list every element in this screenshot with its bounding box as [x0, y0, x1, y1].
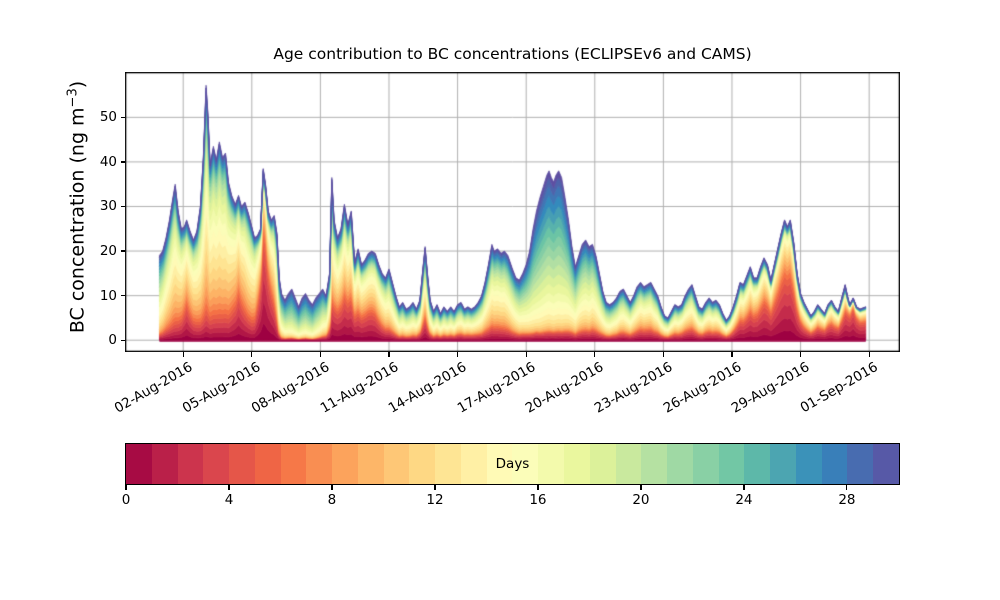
colorbar-segment [486, 444, 513, 484]
colorbar-segment [280, 444, 307, 484]
x-tick-mark [868, 352, 870, 357]
x-tick-mark [525, 352, 527, 357]
colorbar-segment [821, 444, 848, 484]
y-tick-mark [120, 161, 125, 163]
x-tick-mark [731, 352, 733, 357]
colorbar-tick-label: 0 [121, 492, 131, 508]
y-axis-label: BC concentration (ng m−3) [65, 81, 88, 333]
colorbar-segment [435, 444, 461, 484]
y-tick-label: 20 [99, 243, 117, 260]
colorbar-tick-mark [537, 485, 539, 490]
colorbar-segment [641, 444, 668, 484]
colorbar-tick-mark [640, 485, 642, 490]
colorbar-segment [744, 444, 771, 484]
colorbar-segment [615, 444, 642, 484]
colorbar-tick-label: 16 [529, 492, 547, 508]
colorbar-segment [667, 444, 693, 484]
y-tick-mark [120, 250, 125, 252]
chart-title: Age contribution to BC concentrations (E… [273, 45, 752, 63]
x-tick-mark [594, 352, 596, 357]
colorbar-segment [589, 444, 616, 484]
colorbar-segment [126, 444, 152, 484]
plot-area: 0 10 20 30 40 50 02-Aug-2016 05-Aug-2016 08-Aug… [100, 72, 900, 417]
colorbar-segment [692, 444, 719, 484]
colorbar-segment [795, 444, 822, 484]
colorbar-tick-label: 4 [224, 492, 234, 508]
colorbar-segment [538, 444, 565, 484]
colorbar-tick-mark [846, 485, 848, 490]
y-tick-label: 10 [99, 287, 117, 304]
colorbar-segment [460, 444, 487, 484]
colorbar-segment [254, 444, 281, 484]
colorbar-tick-mark [228, 485, 230, 490]
x-tick-label: 01-Sep-2016 [798, 359, 882, 417]
y-tick-label: 40 [99, 153, 117, 170]
y-tick-label: 50 [99, 109, 117, 126]
colorbar-segment [383, 444, 410, 484]
colorbar-segment [770, 444, 796, 484]
colorbar-label: Days [495, 456, 530, 472]
colorbar-tick-mark [434, 485, 436, 490]
y-tick-mark [120, 116, 125, 118]
colorbar-segment [229, 444, 255, 484]
colorbar-segment [409, 444, 436, 484]
colorbar-tick-label: 20 [632, 492, 650, 508]
colorbar-gradient [126, 444, 899, 484]
y-tick-mark [120, 295, 125, 297]
colorbar-segment [177, 444, 204, 484]
colorbar-segment [151, 444, 178, 484]
colorbar-tick-mark [125, 485, 127, 490]
colorbar-segment [306, 444, 333, 484]
colorbar: Days 0 4 8 12 16 20 24 28 [122, 443, 900, 508]
colorbar-tick-label: 12 [426, 492, 444, 508]
x-tick-mark [388, 352, 390, 357]
colorbar-segment [564, 444, 590, 484]
x-tick-mark [799, 352, 802, 357]
colorbar-segment [203, 444, 230, 484]
x-tick-mark [319, 352, 321, 357]
stacked-area-canvas [125, 72, 900, 352]
colorbar-segment [873, 444, 899, 484]
y-axis-label-text: BC concentration (ng m [66, 107, 89, 334]
y-axis-label-superscript: −3 [65, 88, 81, 108]
y-axis-label-close: ) [66, 80, 89, 89]
y-tick-mark [120, 339, 125, 341]
x-tick-mark [182, 352, 184, 357]
y-tick-label: 0 [108, 332, 117, 349]
colorbar-segment [718, 444, 745, 484]
x-tick-mark [662, 352, 664, 357]
colorbar-tick-label: 8 [327, 492, 337, 508]
colorbar-tick-mark [331, 485, 333, 490]
colorbar-segment [512, 444, 539, 484]
colorbar-tick-mark [743, 485, 745, 490]
colorbar-tick-label: 24 [735, 492, 753, 508]
y-tick-mark [120, 205, 125, 208]
colorbar-segment [332, 444, 358, 484]
x-tick-mark [251, 352, 253, 357]
colorbar-segment [847, 444, 874, 484]
colorbar-tick-label: 28 [838, 492, 856, 508]
colorbar-segment [357, 444, 384, 484]
y-tick-label: 30 [99, 198, 117, 215]
x-tick-mark [456, 352, 459, 357]
